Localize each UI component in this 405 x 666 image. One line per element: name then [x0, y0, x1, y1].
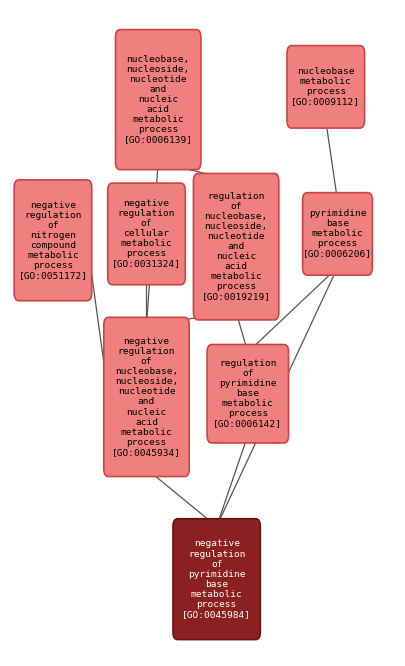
Text: regulation
of
pyrimidine
base
metabolic
process
[GO:0006142]: regulation of pyrimidine base metabolic … — [213, 359, 281, 428]
FancyBboxPatch shape — [207, 344, 288, 443]
Text: nucleobase
metabolic
process
[GO:0009112]: nucleobase metabolic process [GO:0009112… — [290, 67, 359, 107]
Text: negative
regulation
of
cellular
metabolic
process
[GO:0031324]: negative regulation of cellular metaboli… — [112, 199, 181, 268]
Text: negative
regulation
of
pyrimidine
base
metabolic
process
[GO:0045984]: negative regulation of pyrimidine base m… — [182, 539, 251, 619]
FancyBboxPatch shape — [104, 317, 189, 477]
FancyBboxPatch shape — [115, 29, 200, 170]
FancyBboxPatch shape — [173, 519, 260, 639]
Text: regulation
of
nucleobase,
nucleoside,
nucleotide
and
nucleic
acid
metabolic
proc: regulation of nucleobase, nucleoside, nu… — [201, 192, 270, 302]
Text: negative
regulation
of
nitrogen
compound
metabolic
process
[GO:0051172]: negative regulation of nitrogen compound… — [18, 200, 87, 280]
FancyBboxPatch shape — [14, 180, 92, 301]
Text: pyrimidine
base
metabolic
process
[GO:0006206]: pyrimidine base metabolic process [GO:00… — [302, 209, 371, 258]
Text: nucleobase,
nucleoside,
nucleotide
and
nucleic
acid
metabolic
process
[GO:000613: nucleobase, nucleoside, nucleotide and n… — [124, 55, 192, 145]
FancyBboxPatch shape — [286, 45, 364, 128]
FancyBboxPatch shape — [302, 192, 371, 275]
FancyBboxPatch shape — [193, 173, 278, 320]
Text: negative
regulation
of
nucleobase,
nucleoside,
nucleotide
and
nucleic
acid
metab: negative regulation of nucleobase, nucle… — [112, 337, 181, 457]
FancyBboxPatch shape — [107, 183, 185, 285]
